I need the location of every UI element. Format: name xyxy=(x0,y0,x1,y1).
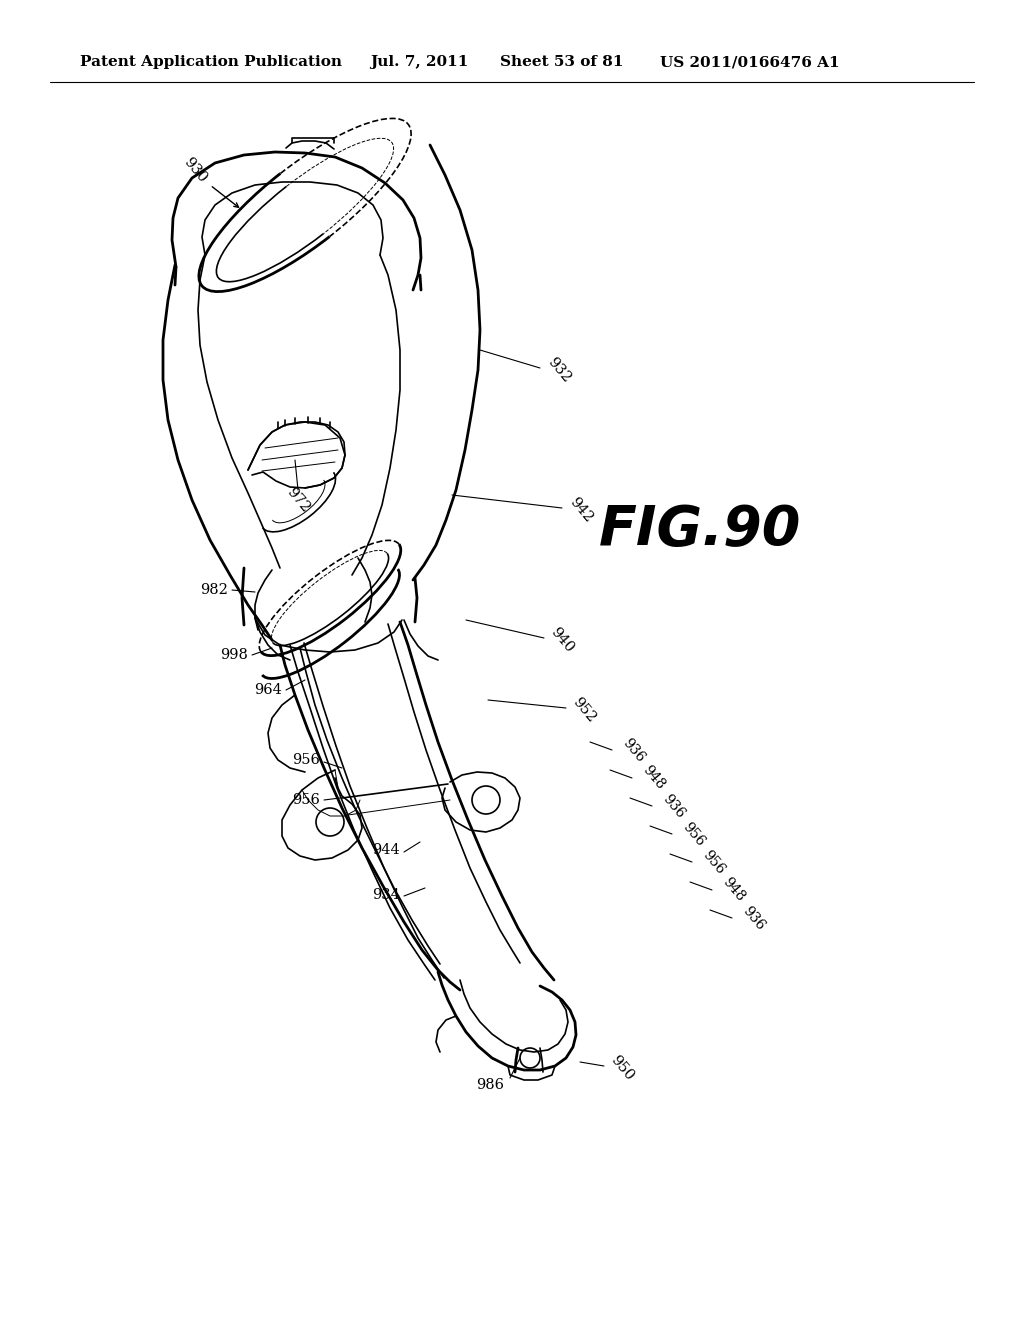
Text: 934: 934 xyxy=(372,888,400,902)
Text: 986: 986 xyxy=(476,1078,504,1092)
Text: 956: 956 xyxy=(292,752,319,767)
Text: Sheet 53 of 81: Sheet 53 of 81 xyxy=(500,55,624,69)
Text: 936: 936 xyxy=(740,903,768,932)
Text: 936: 936 xyxy=(620,735,647,764)
Text: 932: 932 xyxy=(545,355,573,385)
Text: 982: 982 xyxy=(200,583,228,597)
Text: 936: 936 xyxy=(660,792,687,821)
Text: 940: 940 xyxy=(548,624,577,655)
Text: 972: 972 xyxy=(284,484,312,515)
Text: 948: 948 xyxy=(640,763,668,792)
Text: 964: 964 xyxy=(254,682,282,697)
Text: Patent Application Publication: Patent Application Publication xyxy=(80,55,342,69)
Text: 944: 944 xyxy=(373,843,400,857)
Text: FIG.90: FIG.90 xyxy=(599,503,801,557)
Text: 956: 956 xyxy=(700,847,728,876)
Text: Jul. 7, 2011: Jul. 7, 2011 xyxy=(370,55,468,69)
Text: 930: 930 xyxy=(180,154,209,185)
Text: 942: 942 xyxy=(567,495,596,525)
Text: 956: 956 xyxy=(680,820,708,849)
Text: 952: 952 xyxy=(570,694,599,725)
Text: 956: 956 xyxy=(292,793,319,807)
Text: 948: 948 xyxy=(720,875,748,904)
Text: 950: 950 xyxy=(608,1053,637,1084)
Text: 998: 998 xyxy=(220,648,248,663)
Text: US 2011/0166476 A1: US 2011/0166476 A1 xyxy=(660,55,840,69)
